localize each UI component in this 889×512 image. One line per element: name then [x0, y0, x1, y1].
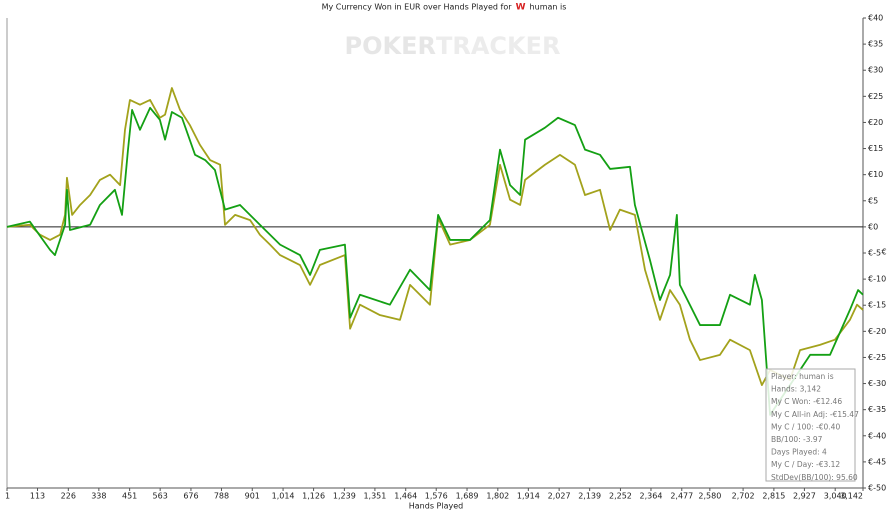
y-tick-label: €15: [868, 144, 883, 153]
y-tick-label: €40: [868, 14, 883, 23]
x-tick-label: 2,139: [578, 492, 601, 501]
x-axis-label: Hands Played: [409, 502, 463, 511]
tooltip-line: Hands: 3,142: [771, 385, 821, 394]
series-line: [6, 106, 864, 416]
x-tick-label: 113: [30, 492, 45, 501]
tooltip-line: Days Played: 4: [771, 448, 827, 457]
x-tick-label: 451: [122, 492, 137, 501]
tooltip-line: My C Won: -€12.46: [771, 397, 842, 406]
y-tick-label: €-10: [868, 275, 886, 284]
tooltip-line: Player: human is: [771, 372, 834, 381]
x-tick-label: 563: [153, 492, 168, 501]
tooltip-lines: Player: human is Hands: 3,142 My C Won: -€…: [771, 372, 859, 482]
x-tick-label: 1: [5, 492, 10, 501]
y-tick-label: €-15: [868, 301, 886, 310]
tooltip-box: [765, 368, 856, 482]
x-tick-label: 1,351: [363, 492, 386, 501]
x-tick-label: 226: [61, 492, 76, 501]
watermark-text: POKER: [345, 32, 436, 60]
y-axis-label: €: [881, 248, 886, 257]
x-tick-label: 1,239: [333, 492, 356, 501]
x-tick-label: 2,815: [762, 492, 785, 501]
y-tick-label: €25: [868, 92, 883, 101]
x-tick-label: 788: [214, 492, 229, 501]
x-tick-label: 2,027: [548, 492, 571, 501]
x-tick-label: 2,580: [698, 492, 721, 501]
y-tick-label: €-45: [868, 457, 886, 466]
y-tick-label: €-20: [868, 327, 886, 336]
watermark-text: TRACKER: [436, 32, 561, 60]
y-tick-label: €10: [868, 170, 883, 179]
tooltip-line: My C All-in Adj: -€15.47: [771, 410, 859, 419]
plot-area: [6, 87, 864, 416]
x-tick-label: 338: [91, 492, 106, 501]
watermark: POKER TRACKER: [345, 32, 561, 60]
y-tick-label: €-40: [868, 431, 886, 440]
tooltip-line: BB/100: -3.97: [771, 435, 823, 444]
x-tick-label: 1,914: [517, 492, 540, 501]
x-tick-label: 1,802: [486, 492, 509, 501]
player-name: human is: [530, 3, 567, 12]
tooltip-line: My C / Day: -€3.12: [771, 460, 840, 469]
x-tick-label: 1,014: [272, 492, 295, 501]
x-tick-label: 2,252: [609, 492, 632, 501]
tooltip-line: StdDev(BB/100): 95.60: [771, 473, 858, 482]
y-tick-label: €30: [868, 66, 883, 75]
y-tick-label: €35: [868, 40, 883, 49]
svg-text:W: W: [516, 3, 526, 13]
y-tick-label: €5: [868, 196, 878, 205]
x-tick-label: 1,464: [394, 492, 417, 501]
x-tick-label: 2,927: [793, 492, 816, 501]
y-tick-label: €-50: [868, 484, 886, 493]
x-tick-label: 3,142: [840, 492, 863, 501]
x-tick-label: 2,702: [732, 492, 755, 501]
y-tick-label: €0: [868, 222, 878, 231]
x-tick-label: 1,689: [456, 492, 479, 501]
x-tick-label: 2,364: [640, 492, 663, 501]
tooltip: Player: human is Hands: 3,142 My C Won: -€…: [765, 368, 859, 482]
x-tick-label: 2,477: [670, 492, 693, 501]
x-tick-label: 1,126: [302, 492, 325, 501]
y-tick-label: €-25: [868, 353, 886, 362]
x-tick-label: 901: [245, 492, 260, 501]
y-tick-label: €-35: [868, 405, 886, 414]
chart-title: My Currency Won in EUR over Hands Played…: [322, 3, 513, 12]
x-tick-label: 3,040: [824, 492, 847, 501]
series-line: [6, 87, 864, 387]
y-tick-label: €-5: [868, 249, 881, 258]
title-group: My Currency Won in EUR over Hands Played…: [322, 3, 567, 13]
x-tick-label: 676: [183, 492, 198, 501]
tooltip-line: My C / 100: -€0.40: [771, 422, 840, 431]
y-tick-label: €20: [868, 118, 883, 127]
x-tick-label: 1,576: [425, 492, 448, 501]
player-icon: W: [516, 3, 526, 13]
y-tick-label: €-30: [868, 379, 886, 388]
